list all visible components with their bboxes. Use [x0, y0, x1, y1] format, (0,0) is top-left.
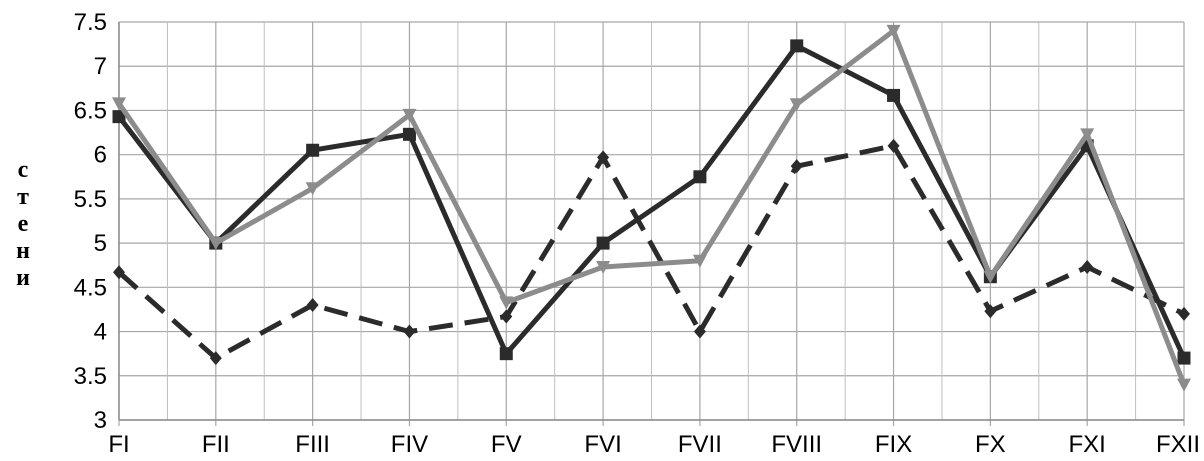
triangle-marker: [692, 254, 707, 268]
square-marker: [1177, 351, 1191, 365]
triangle-marker: [402, 108, 417, 122]
y-axis-label-char: е: [18, 211, 29, 237]
diamond-marker: [887, 138, 900, 153]
y-tick-label: 6: [94, 142, 107, 169]
y-tick-label: 7: [94, 53, 107, 80]
x-tick-label: FIX: [875, 431, 912, 458]
square-marker: [402, 127, 416, 141]
square-marker: [306, 143, 320, 157]
series-line: [117, 143, 1186, 361]
square-marker: [693, 170, 707, 184]
x-tick-label: FX: [975, 431, 1006, 458]
square-marker: [596, 236, 610, 250]
square-marker: [887, 88, 901, 102]
diamond-marker: [597, 150, 610, 165]
diamond-marker: [306, 298, 319, 313]
triangle-marker: [789, 98, 804, 112]
series-lines: [112, 24, 1191, 392]
triangle-marker: [1080, 128, 1095, 142]
diamond-marker: [1178, 306, 1190, 321]
y-axis-label-char: и: [16, 265, 30, 291]
square-marker: [112, 110, 126, 124]
diamond-marker: [500, 309, 513, 324]
y-tick-label: 7.5: [74, 9, 107, 36]
series-line: [116, 28, 1187, 386]
x-tick-label: FII: [202, 431, 230, 458]
y-tick-label: 4.5: [74, 274, 107, 301]
diamond-marker: [1081, 259, 1094, 274]
triangle-marker: [208, 237, 223, 251]
triangle-marker: [499, 296, 514, 310]
triangle-marker: [112, 97, 126, 111]
square-marker: [790, 39, 804, 53]
y-tick-label: 5.5: [74, 186, 107, 213]
y-axis-label-char: с: [18, 157, 29, 183]
diamond-marker: [693, 324, 706, 339]
x-tick-label: FIV: [391, 431, 428, 458]
diamond-marker: [790, 159, 803, 174]
x-tick-label: FIII: [295, 431, 330, 458]
triangle-marker: [886, 24, 901, 38]
x-tick-label: FVII: [678, 431, 722, 458]
diamond-marker: [113, 265, 125, 280]
x-tick-label: FI: [108, 431, 129, 458]
y-tick-label: 5: [94, 230, 107, 257]
series-3: [112, 24, 1191, 392]
triangle-marker: [596, 260, 611, 274]
triangle-marker: [983, 270, 998, 284]
y-tick-label: 3.5: [74, 363, 107, 390]
square-marker: [499, 347, 513, 361]
diamond-marker: [403, 324, 416, 339]
y-axis-label-char: т: [17, 184, 29, 210]
x-tick-labels: FI FII FIII FIV FV FVI FVII FVIII FIX FX FXI FXII: [108, 431, 1200, 458]
y-tick-label: 4: [94, 319, 107, 346]
x-tick-label: FXII: [1156, 431, 1200, 458]
x-tick-label: FXI: [1069, 431, 1106, 458]
series-1: [113, 138, 1190, 366]
x-tick-label: FV: [491, 431, 522, 458]
y-axis-label-char: н: [16, 238, 30, 264]
y-tick-label: 6.5: [74, 97, 107, 124]
y-tick-labels: 3 3.5 4 4.5 5 5.5 6 6.5 7 7.5: [74, 9, 107, 434]
triangle-marker: [1177, 378, 1191, 392]
y-tick-label: 3: [94, 407, 107, 434]
x-tick-label: FVI: [584, 431, 621, 458]
triangle-marker: [305, 182, 320, 196]
diamond-marker: [209, 351, 222, 366]
x-tick-label: FVIII: [771, 431, 822, 458]
diamond-marker: [984, 304, 997, 319]
